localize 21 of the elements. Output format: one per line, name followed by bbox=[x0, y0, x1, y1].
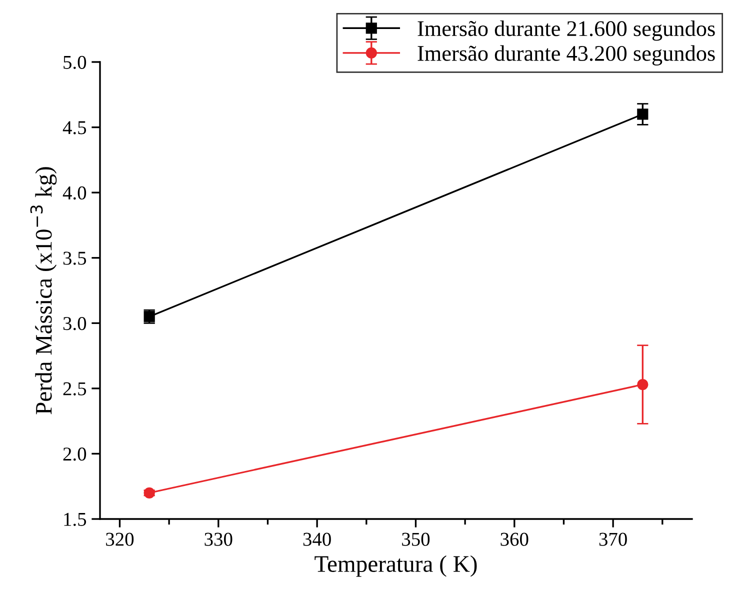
y-tick-label: 3.5 bbox=[63, 252, 86, 265]
y-tick-label: 5.0 bbox=[64, 56, 86, 70]
x-axis-title: Temperatura ( K) bbox=[314, 555, 477, 577]
point bbox=[144, 487, 155, 498]
y-tick-label: 2.0 bbox=[63, 448, 86, 461]
y-tick-label: 4.5 bbox=[62, 121, 86, 134]
y-axis-title: Perda Mássica (x10$^{−3}$ kg) bbox=[30, 167, 57, 414]
point bbox=[637, 108, 648, 120]
x-tick-label: 320 bbox=[106, 532, 134, 546]
legend-label: Imersão durante 21.600 segundos bbox=[418, 20, 715, 41]
y-tick-label: 2.5 bbox=[63, 382, 86, 396]
x-tick-label: 340 bbox=[303, 532, 331, 546]
x-tick-label: 330 bbox=[204, 532, 232, 546]
y-tick-label: 3.0 bbox=[63, 316, 86, 330]
x-tick-label: 360 bbox=[500, 532, 528, 546]
legend-label: Imersão durante 43.200 segundos bbox=[418, 45, 715, 66]
x-tick-label: 350 bbox=[402, 532, 430, 546]
y-tick-label: 1.5 bbox=[64, 512, 86, 526]
y-tick-label: 4.0 bbox=[62, 186, 86, 200]
point bbox=[637, 378, 648, 390]
x-tick-label: 370 bbox=[599, 532, 627, 546]
